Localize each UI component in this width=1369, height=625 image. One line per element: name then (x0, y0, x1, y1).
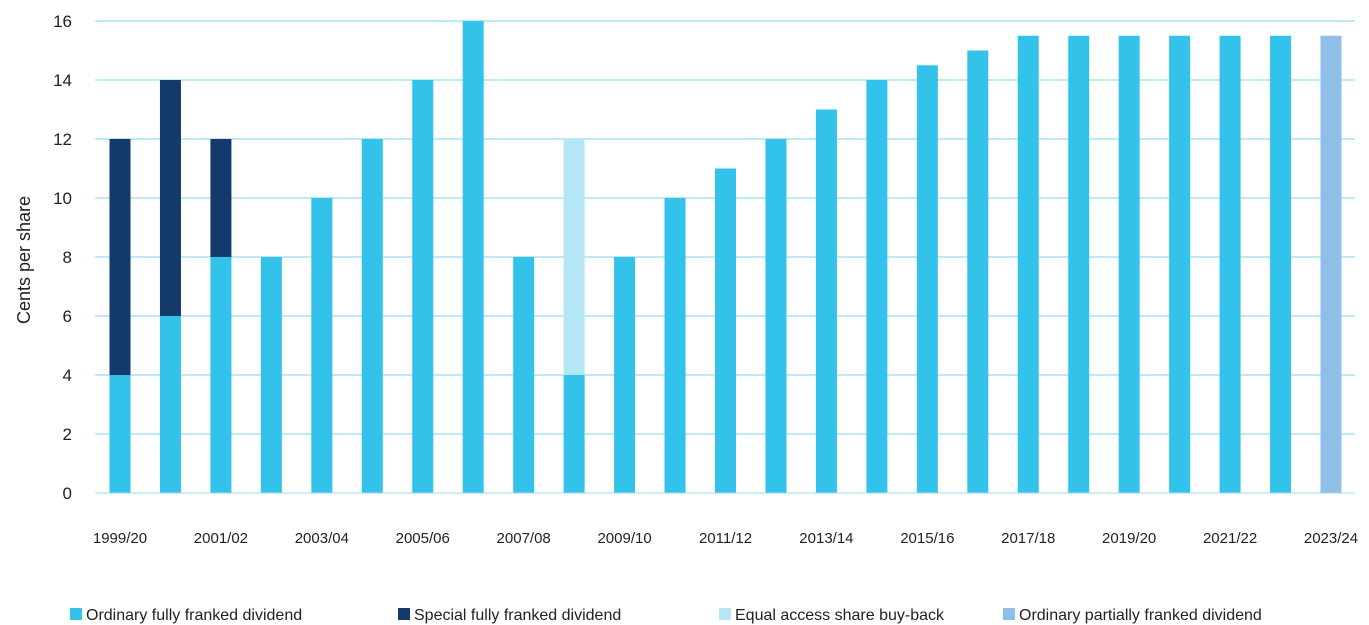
bar (1320, 35, 1342, 493)
bar (361, 139, 383, 493)
x-tick-label: 2019/20 (1102, 530, 1156, 547)
legend-swatch (398, 608, 410, 620)
y-tick-label: 10 (53, 189, 72, 208)
x-tick-label: 2013/14 (799, 530, 853, 547)
bar (916, 65, 938, 493)
x-tick-label: 2003/04 (295, 530, 349, 547)
bar (210, 139, 232, 257)
bar (260, 257, 282, 493)
bar (311, 198, 333, 493)
bar (765, 139, 787, 493)
bars (109, 21, 1342, 493)
legend-label: Equal access share buy-back (735, 607, 945, 624)
bar (159, 80, 181, 316)
x-tick-label: 2017/18 (1001, 530, 1055, 547)
x-tick-label: 2005/06 (396, 530, 450, 547)
legend-swatch (719, 608, 731, 620)
x-tick-label: 2015/16 (900, 530, 954, 547)
y-axis-title: Cents per share (14, 196, 34, 324)
x-tick-label: 2001/02 (194, 530, 248, 547)
x-tick-label: 1999/20 (93, 530, 147, 547)
bar (1169, 35, 1191, 493)
legend-swatch (70, 608, 82, 620)
bar (563, 375, 585, 493)
bar (967, 50, 989, 493)
bar (1017, 35, 1039, 493)
bar (513, 257, 535, 493)
y-tick-label: 4 (63, 366, 72, 385)
y-tick-label: 6 (63, 307, 72, 326)
y-tick-label: 8 (63, 248, 72, 267)
bar (1068, 35, 1090, 493)
legend-swatch (1003, 608, 1015, 620)
bar (866, 80, 888, 493)
bar (715, 168, 736, 493)
bar (563, 139, 585, 375)
y-tick-label: 16 (53, 12, 72, 31)
x-tick-label: 2011/12 (699, 530, 752, 547)
legend: Ordinary fully franked dividend Special f… (70, 607, 1262, 624)
bar (664, 198, 686, 493)
bar (1118, 35, 1140, 493)
x-tick-label: 2021/22 (1203, 530, 1257, 547)
bar (109, 375, 131, 493)
bar (1219, 35, 1241, 493)
legend-label: Ordinary fully franked dividend (86, 607, 302, 624)
y-tick-label: 14 (53, 71, 72, 90)
y-tick-label: 0 (63, 484, 72, 503)
y-tick-label: 12 (53, 130, 72, 149)
legend-label: Special fully franked dividend (414, 607, 621, 624)
bar (1270, 35, 1292, 493)
bar (462, 21, 484, 493)
axes: 0 2 4 6 8 10 12 14 16 1999/20 2001/02 2003/04 2005/0… (53, 12, 1358, 547)
legend-label: Ordinary partially franked dividend (1019, 607, 1262, 624)
bar (109, 139, 131, 375)
bar (210, 257, 232, 493)
bar (614, 257, 636, 493)
bar (412, 80, 434, 493)
x-tick-label: 2009/10 (597, 530, 651, 547)
y-tick-label: 2 (63, 425, 72, 444)
bar (815, 109, 837, 493)
x-tick-label: 2023/24 (1304, 530, 1358, 547)
x-tick-label: 2007/08 (497, 530, 551, 547)
bar (159, 316, 181, 493)
